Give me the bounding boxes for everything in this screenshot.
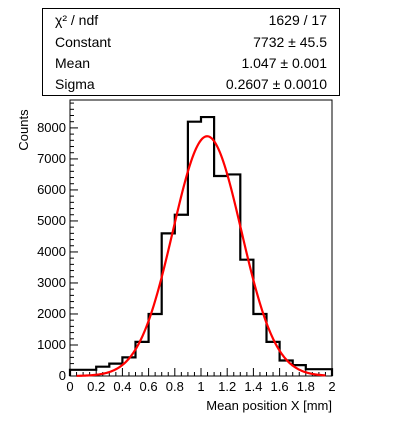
x-tick-label: 0.4 (113, 379, 131, 394)
x-tick-label: 1.2 (218, 379, 236, 394)
y-tick-label: 0 (59, 368, 66, 383)
x-tick-label: 0.2 (87, 379, 105, 394)
y-tick-label: 8000 (37, 120, 66, 135)
stat-value: 1629 / 17 (268, 12, 327, 28)
x-tick-label: 2 (328, 379, 335, 394)
y-tick-label: 3000 (37, 275, 66, 290)
histogram-series (68, 115, 334, 376)
y-tick-label: 1000 (37, 337, 66, 352)
x-tick-label: 1.8 (297, 379, 315, 394)
gaussian-fit-curve (76, 135, 326, 377)
stat-label: Mean (55, 55, 91, 71)
stat-row-chi2: χ² / ndf 1629 / 17 (43, 12, 339, 32)
x-tick-label: 1.4 (244, 379, 262, 394)
stat-label: Constant (55, 34, 112, 50)
x-tick-label: 1 (197, 379, 204, 394)
x-tick-label: 0 (66, 379, 73, 394)
stat-row-sigma: Sigma 0.2607 ± 0.0010 (43, 76, 339, 96)
y-tick-label: 2000 (37, 306, 66, 321)
x-tick-label: 0.6 (140, 379, 158, 394)
y-axis-label: Counts (16, 109, 31, 151)
stat-value: 0.2607 ± 0.0010 (225, 76, 327, 92)
stat-value: 1.047 ± 0.001 (241, 55, 327, 71)
x-axis-ticks: 0 0.2 0.4 0.6 0.8 1 1.2 1.4 1.6 1.8 2 (66, 368, 336, 394)
stat-row-mean: Mean 1.047 ± 0.001 (43, 55, 339, 75)
y-tick-label: 5000 (37, 213, 66, 228)
stat-label: Sigma (55, 76, 95, 92)
x-tick-label: 1.6 (271, 379, 289, 394)
x-tick-label: 0.8 (166, 379, 184, 394)
stat-value: 7732 ± 45.5 (253, 34, 327, 50)
y-tick-label: 7000 (37, 151, 66, 166)
y-axis-ticks: 0 1000 2000 3000 4000 5000 6000 7000 8000 (37, 102, 78, 383)
stat-row-constant: Constant 7732 ± 45.5 (43, 34, 339, 54)
y-tick-label: 6000 (37, 182, 66, 197)
fit-statistics-box: χ² / ndf 1629 / 17 Constant 7732 ± 45.5 … (42, 8, 340, 96)
x-axis-label: Mean position X [mm] (206, 398, 332, 413)
y-tick-label: 4000 (37, 244, 66, 259)
stat-label: χ² / ndf (55, 12, 99, 28)
